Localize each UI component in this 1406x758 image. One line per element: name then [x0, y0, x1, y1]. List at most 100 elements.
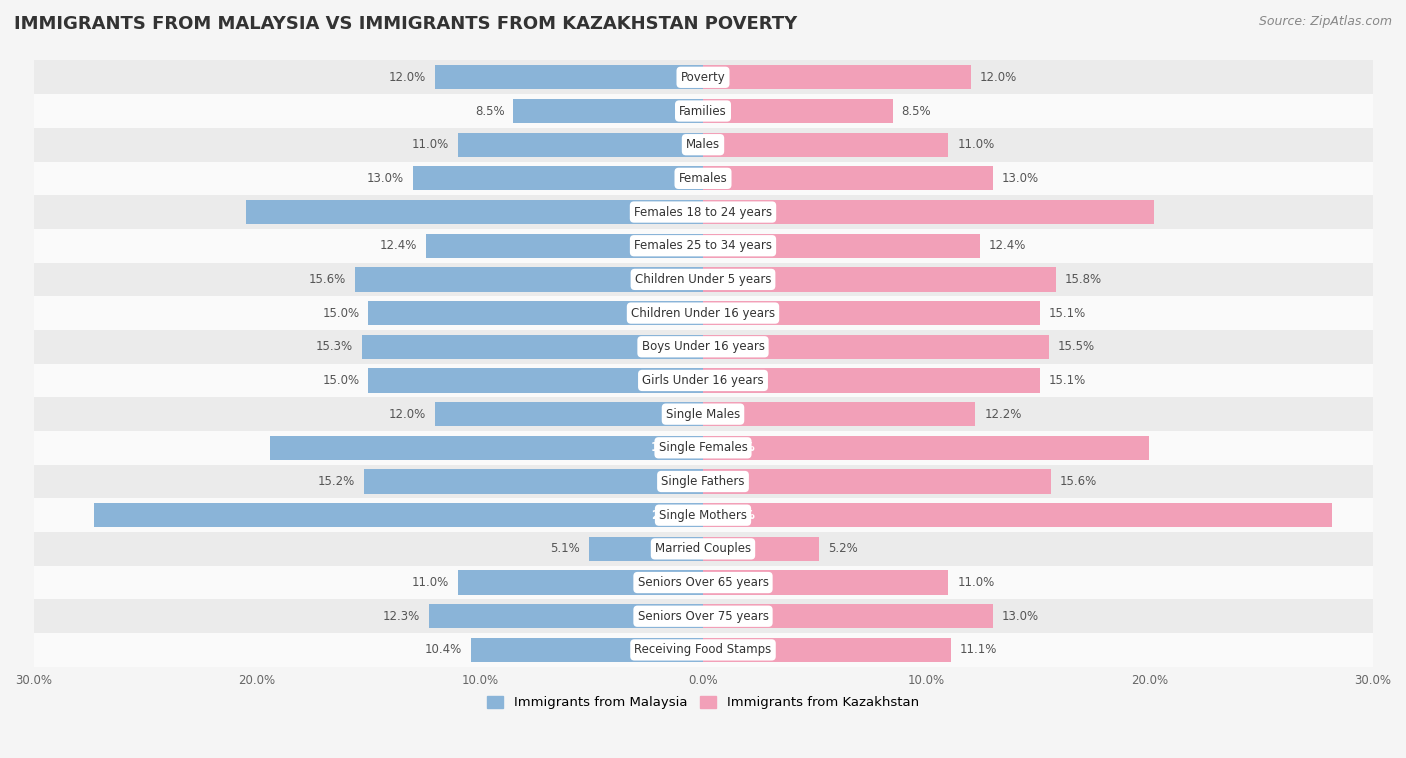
Text: Females: Females: [679, 172, 727, 185]
Bar: [270, 436, 703, 460]
Bar: [703, 301, 1040, 325]
Text: 12.3%: 12.3%: [382, 609, 419, 623]
Text: Families: Families: [679, 105, 727, 117]
Text: 15.1%: 15.1%: [1049, 374, 1087, 387]
Text: 10.4%: 10.4%: [425, 644, 463, 656]
Bar: [436, 65, 703, 89]
Text: 13.0%: 13.0%: [1002, 172, 1039, 185]
Text: 12.0%: 12.0%: [389, 408, 426, 421]
Bar: [589, 537, 703, 561]
Bar: [34, 196, 1372, 229]
Bar: [34, 296, 1372, 330]
Text: Females 25 to 34 years: Females 25 to 34 years: [634, 240, 772, 252]
Bar: [34, 532, 1372, 565]
Text: 12.2%: 12.2%: [984, 408, 1022, 421]
Text: Married Couples: Married Couples: [655, 543, 751, 556]
Bar: [703, 436, 1149, 460]
Bar: [368, 368, 703, 393]
Bar: [34, 262, 1372, 296]
Bar: [703, 604, 993, 628]
Text: 8.5%: 8.5%: [901, 105, 931, 117]
Bar: [703, 99, 893, 123]
Text: Girls Under 16 years: Girls Under 16 years: [643, 374, 763, 387]
Text: 15.5%: 15.5%: [1057, 340, 1095, 353]
Text: 11.0%: 11.0%: [412, 138, 449, 151]
Text: 13.0%: 13.0%: [367, 172, 404, 185]
Bar: [703, 571, 949, 595]
Text: Single Males: Single Males: [666, 408, 740, 421]
Bar: [426, 233, 703, 258]
Text: 12.0%: 12.0%: [980, 70, 1017, 84]
Text: 11.0%: 11.0%: [412, 576, 449, 589]
Legend: Immigrants from Malaysia, Immigrants from Kazakhstan: Immigrants from Malaysia, Immigrants fro…: [482, 691, 924, 715]
Bar: [34, 633, 1372, 667]
Bar: [34, 600, 1372, 633]
Bar: [34, 364, 1372, 397]
Bar: [34, 61, 1372, 94]
Text: 15.8%: 15.8%: [1064, 273, 1102, 286]
Bar: [436, 402, 703, 426]
Text: 15.6%: 15.6%: [309, 273, 346, 286]
Text: 20.5%: 20.5%: [651, 205, 692, 218]
Bar: [703, 537, 820, 561]
Text: Males: Males: [686, 138, 720, 151]
Text: 5.2%: 5.2%: [828, 543, 858, 556]
Text: 13.0%: 13.0%: [1002, 609, 1039, 623]
Text: 15.1%: 15.1%: [1049, 306, 1087, 320]
Text: 20.0%: 20.0%: [714, 441, 755, 454]
Bar: [34, 94, 1372, 128]
Bar: [703, 133, 949, 157]
Text: 12.0%: 12.0%: [389, 70, 426, 84]
Bar: [471, 637, 703, 662]
Bar: [457, 133, 703, 157]
Bar: [34, 565, 1372, 600]
Text: Children Under 5 years: Children Under 5 years: [634, 273, 772, 286]
Bar: [703, 368, 1040, 393]
Bar: [34, 465, 1372, 498]
Bar: [34, 498, 1372, 532]
Bar: [703, 334, 1049, 359]
Bar: [703, 65, 970, 89]
Text: 15.0%: 15.0%: [322, 306, 360, 320]
Bar: [94, 503, 703, 528]
Text: Poverty: Poverty: [681, 70, 725, 84]
Text: 5.1%: 5.1%: [551, 543, 581, 556]
Text: 15.6%: 15.6%: [1060, 475, 1097, 488]
Text: 11.1%: 11.1%: [960, 644, 997, 656]
Bar: [34, 229, 1372, 262]
Text: Seniors Over 75 years: Seniors Over 75 years: [637, 609, 769, 623]
Bar: [34, 330, 1372, 364]
Text: IMMIGRANTS FROM MALAYSIA VS IMMIGRANTS FROM KAZAKHSTAN POVERTY: IMMIGRANTS FROM MALAYSIA VS IMMIGRANTS F…: [14, 15, 797, 33]
Bar: [413, 166, 703, 190]
Bar: [703, 268, 1056, 292]
Text: 27.3%: 27.3%: [651, 509, 692, 522]
Bar: [703, 637, 950, 662]
Bar: [457, 571, 703, 595]
Bar: [34, 128, 1372, 161]
Bar: [703, 503, 1333, 528]
Text: Single Females: Single Females: [658, 441, 748, 454]
Text: Single Mothers: Single Mothers: [659, 509, 747, 522]
Bar: [246, 200, 703, 224]
Text: 8.5%: 8.5%: [475, 105, 505, 117]
Bar: [703, 166, 993, 190]
Text: 12.4%: 12.4%: [380, 240, 418, 252]
Bar: [513, 99, 703, 123]
Bar: [429, 604, 703, 628]
Text: 12.4%: 12.4%: [988, 240, 1026, 252]
Text: 15.0%: 15.0%: [322, 374, 360, 387]
Bar: [34, 431, 1372, 465]
Text: 20.2%: 20.2%: [714, 205, 755, 218]
Text: 15.3%: 15.3%: [315, 340, 353, 353]
Bar: [361, 334, 703, 359]
Text: Source: ZipAtlas.com: Source: ZipAtlas.com: [1258, 15, 1392, 28]
Text: 11.0%: 11.0%: [957, 138, 994, 151]
Bar: [703, 200, 1154, 224]
Text: 19.4%: 19.4%: [651, 441, 692, 454]
Bar: [34, 161, 1372, 196]
Bar: [703, 402, 976, 426]
Bar: [354, 268, 703, 292]
Text: 11.0%: 11.0%: [957, 576, 994, 589]
Text: Single Fathers: Single Fathers: [661, 475, 745, 488]
Bar: [34, 397, 1372, 431]
